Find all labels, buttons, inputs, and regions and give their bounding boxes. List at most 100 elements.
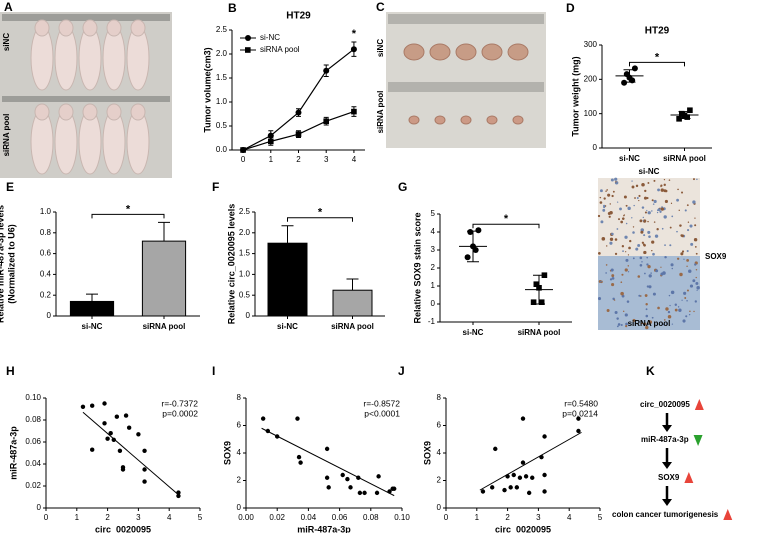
y-tick-label: 0 xyxy=(593,143,598,152)
data-point xyxy=(126,425,132,430)
data-point xyxy=(502,487,507,493)
cell xyxy=(652,203,655,205)
photo-label: si-NC xyxy=(639,167,660,176)
y-tick-label: 2 xyxy=(437,476,442,485)
stat-annotation: r=-0.7372 xyxy=(161,398,198,408)
x-tick-label: 0.06 xyxy=(332,513,348,522)
cell xyxy=(641,322,643,325)
cell xyxy=(671,215,674,218)
cell xyxy=(642,219,647,223)
fit-line xyxy=(479,431,582,491)
cell xyxy=(663,178,666,181)
cell xyxy=(681,234,684,238)
y-tick-label: 3 xyxy=(431,245,436,254)
cell xyxy=(637,275,641,278)
cell xyxy=(601,237,606,241)
x-tick-label: 0 xyxy=(444,513,449,522)
cell xyxy=(609,241,613,245)
mouse-head xyxy=(130,103,146,121)
data-point xyxy=(323,118,330,124)
stat-annotation: p=0.0214 xyxy=(562,408,598,418)
data-point xyxy=(111,437,116,442)
cell xyxy=(652,292,656,296)
cell xyxy=(609,237,614,241)
cell xyxy=(647,220,649,223)
cell xyxy=(646,209,648,212)
data-point xyxy=(493,446,498,452)
cell xyxy=(638,194,641,198)
y-tick-label: 1.0 xyxy=(216,97,228,106)
y-tick-label: 0.10 xyxy=(25,393,41,402)
bar xyxy=(69,300,115,317)
data-point xyxy=(123,413,129,418)
cell xyxy=(664,244,666,246)
ruler xyxy=(2,14,170,21)
y-axis-label: Tumor volume(cm3) xyxy=(202,47,212,132)
cell xyxy=(644,211,647,214)
x-tick-label: 0.02 xyxy=(269,513,285,522)
y-tick-label: 0.04 xyxy=(25,459,41,468)
cell xyxy=(634,197,636,199)
photo-background xyxy=(386,12,546,148)
cell xyxy=(642,216,645,219)
cell xyxy=(608,215,611,218)
cell xyxy=(628,246,631,250)
cell xyxy=(653,221,656,223)
data-point xyxy=(142,467,147,472)
data-point xyxy=(176,493,181,499)
cell xyxy=(681,250,685,253)
data-point xyxy=(374,490,380,496)
y-tick-label: 8 xyxy=(237,393,242,402)
mouse-head xyxy=(106,103,122,121)
y-tick-label: 4 xyxy=(431,227,436,236)
cell xyxy=(645,314,649,318)
cell xyxy=(684,297,687,299)
cell xyxy=(681,191,684,194)
data-point xyxy=(260,416,266,421)
data-point xyxy=(392,486,397,491)
data-point xyxy=(350,46,357,53)
cell xyxy=(627,254,630,256)
cell xyxy=(689,224,693,228)
cell xyxy=(620,281,623,284)
x-tick-label: siRNA pool xyxy=(143,322,186,331)
data-point xyxy=(533,281,540,287)
cell xyxy=(643,234,646,237)
ruler xyxy=(388,14,544,24)
cell xyxy=(665,307,669,311)
cell xyxy=(606,308,610,312)
cell xyxy=(617,323,621,326)
x-tick-label: siRNA pool xyxy=(331,322,374,331)
cell xyxy=(679,224,682,227)
y-tick-label: 0.08 xyxy=(25,415,41,424)
cell xyxy=(642,243,646,246)
data-point xyxy=(295,109,302,116)
legend-marker xyxy=(245,35,251,41)
cell xyxy=(627,271,630,273)
significance-label: * xyxy=(318,207,323,219)
cell xyxy=(657,306,660,310)
cell xyxy=(648,285,652,289)
photo-tumors xyxy=(386,12,546,148)
y-tick-label: 0.06 xyxy=(25,437,41,446)
fit-line xyxy=(261,427,395,497)
cell xyxy=(614,252,618,256)
cell xyxy=(668,179,671,181)
cell xyxy=(687,221,690,223)
data-point xyxy=(324,446,330,452)
cell xyxy=(632,257,635,260)
y-axis-label: Relative miR-487a-3p levels xyxy=(0,205,5,323)
cell xyxy=(653,199,657,204)
cell xyxy=(648,274,652,278)
data-point xyxy=(362,490,367,496)
significance-bracket xyxy=(287,217,353,222)
mouse-head xyxy=(34,19,50,37)
y-tick-label: 100 xyxy=(584,109,598,118)
data-point xyxy=(120,467,126,472)
cell xyxy=(677,188,679,191)
cell xyxy=(663,215,667,219)
y-tick-label: 0.02 xyxy=(25,481,41,490)
cell xyxy=(598,252,601,255)
x-tick-label: 0 xyxy=(44,513,49,522)
cell xyxy=(694,246,697,248)
